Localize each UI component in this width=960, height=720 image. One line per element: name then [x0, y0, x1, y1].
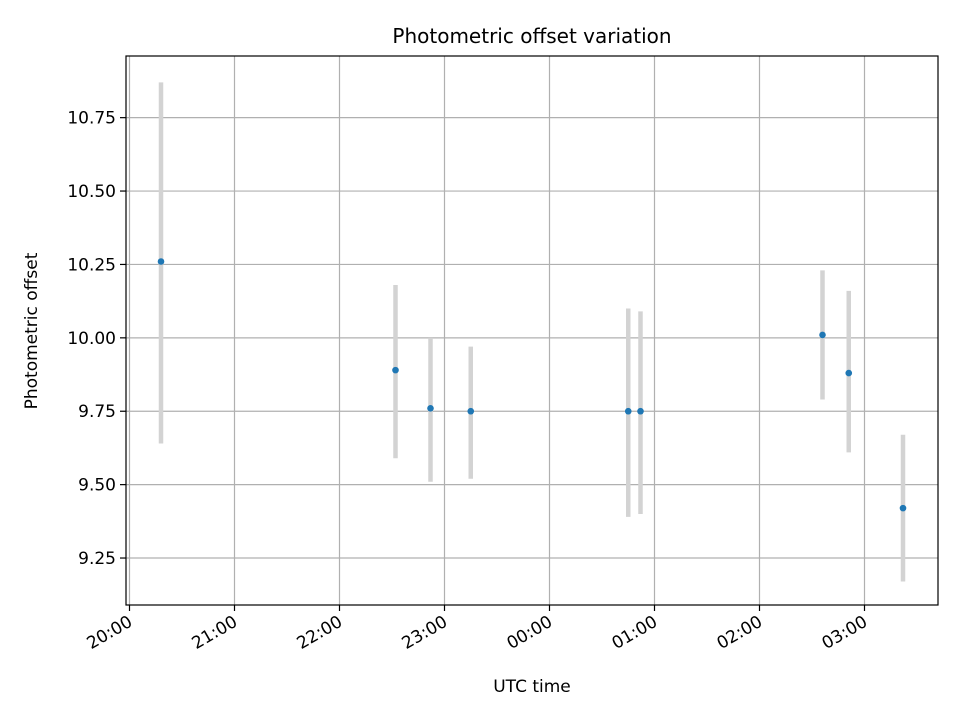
plot-frame — [125, 55, 939, 606]
y-tick-label: 9.25 — [78, 549, 116, 569]
data-points — [157, 258, 907, 512]
x-tick-label: 03:00 — [819, 612, 871, 654]
data-point — [899, 504, 907, 512]
data-point — [392, 366, 399, 374]
chart-title: Photometric offset variation — [392, 24, 671, 48]
error-bars — [158, 82, 906, 582]
x-axis-title: UTC time — [493, 677, 571, 697]
data-point — [427, 404, 434, 412]
x-tick-label: 22:00 — [294, 612, 346, 654]
y-tick-label: 10.25 — [67, 255, 116, 275]
y-tick-label: 9.75 — [78, 402, 116, 422]
data-point — [467, 407, 475, 415]
grid — [126, 56, 938, 605]
data-point — [637, 407, 644, 415]
y-tick-label: 9.50 — [78, 476, 116, 496]
y-tick-label: 10.75 — [67, 109, 116, 129]
data-point — [157, 258, 165, 265]
data-point — [845, 369, 853, 377]
x-tick-label: 23:00 — [399, 612, 451, 654]
y-axis-title: Photometric offset — [22, 252, 42, 409]
data-point — [624, 407, 632, 415]
x-axis-ticks: 20:00 21:00 22:00 23:00 00:00 01:00 02:00 03:00 — [84, 605, 871, 654]
x-tick-label: 01:00 — [609, 612, 661, 654]
x-tick-label: 00:00 — [504, 612, 556, 654]
x-tick-label: 20:00 — [84, 612, 136, 654]
x-tick-label: 21:00 — [189, 612, 241, 654]
data-point — [819, 331, 826, 339]
x-tick-label: 02:00 — [714, 612, 766, 654]
y-tick-label: 10.50 — [67, 182, 116, 202]
y-tick-label: 10.00 — [67, 329, 116, 349]
y-axis-ticks: 9.25 9.50 9.75 10.00 10.25 10.50 10.75 — [67, 109, 126, 569]
